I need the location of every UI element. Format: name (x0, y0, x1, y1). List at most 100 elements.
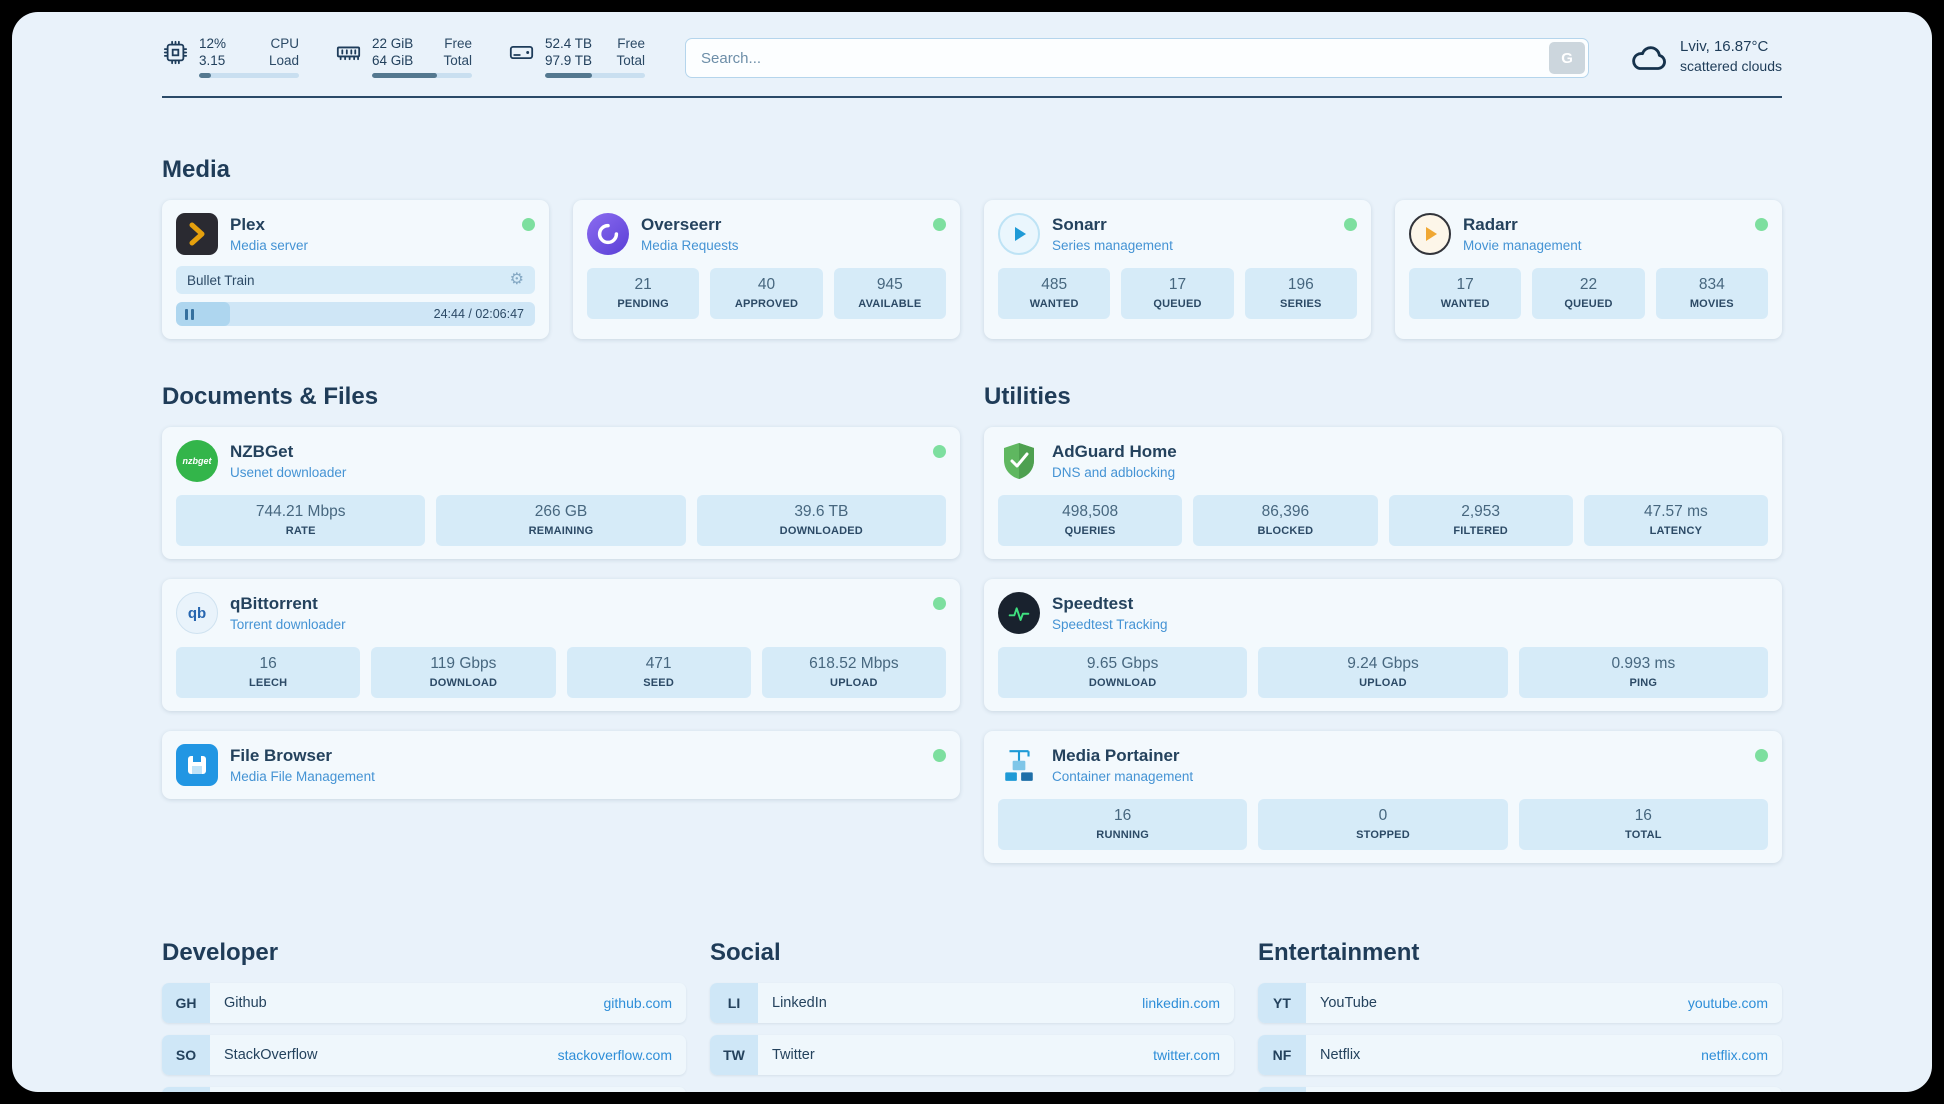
bookmark-group-title: Entertainment (1258, 939, 1420, 966)
bookmark-url: netflix.com (1701, 1047, 1768, 1063)
service-name: Speedtest (1052, 594, 1134, 613)
bookmark-url: twitter.com (1153, 1047, 1220, 1063)
service-description: Container management (1052, 769, 1194, 784)
service-card-portainer: Media Portainer Container management 16 … (984, 731, 1782, 863)
stat-box: 16 LEECH (176, 647, 361, 698)
stat-value: 834 (1698, 276, 1725, 293)
stat-value: 266 GB (534, 503, 588, 520)
disk-label-2: Total (616, 53, 645, 68)
bookmark-url: youtube.com (1687, 995, 1768, 1011)
service-link-adguard[interactable]: AdGuard Home DNS and adblocking (998, 440, 1768, 482)
memory-total-value: 64 GiB (372, 53, 414, 68)
stat-box: 119 Gbps DOWNLOAD (371, 647, 556, 698)
search-engine-button[interactable]: G (1549, 42, 1586, 74)
service-link-sonarr[interactable]: Sonarr Series management (998, 213, 1357, 255)
weather-widget: Lviv, 16.87°C scattered clouds (1629, 38, 1782, 74)
service-link-filebrowser[interactable]: File Browser Media File Management (176, 744, 946, 786)
disk-free-value: 52.4 TB (545, 36, 593, 51)
stat-box: 16 RUNNING (998, 799, 1248, 850)
stat-label: QUEUED (1564, 298, 1613, 310)
stat-value: 16 (1634, 807, 1652, 824)
bookmark-abbr: YT (1258, 983, 1306, 1023)
status-dot (933, 445, 946, 458)
bookmark-github[interactable]: GH Github github.com (162, 983, 686, 1023)
service-link-plex[interactable]: Plex Media server (176, 213, 535, 255)
resource-widgets: 12% 3.15 CPU Load (162, 36, 645, 78)
bookmark-linkedin[interactable]: LI LinkedIn linkedin.com (710, 983, 1234, 1023)
stat-value: 485 (1041, 276, 1068, 293)
service-description: Media File Management (230, 769, 375, 784)
service-card-overseerr: Overseerr Media Requests 21 PENDING 40 A… (573, 200, 960, 339)
service-description: Series management (1052, 238, 1173, 253)
stat-label: REMAINING (528, 525, 594, 537)
service-description: Media Requests (641, 238, 739, 253)
stat-value: 945 (876, 276, 903, 293)
stat-label: DOWNLOADED (779, 525, 863, 537)
stat-value: 39.6 TB (794, 503, 849, 520)
bookmark-twitter[interactable]: TW Twitter twitter.com (710, 1035, 1234, 1075)
service-description: Movie management (1463, 238, 1582, 253)
stat-value: 17 (1168, 276, 1187, 293)
service-link-portainer[interactable]: Media Portainer Container management (998, 744, 1768, 786)
radarr-icon (1409, 213, 1451, 255)
service-description: Media server (230, 238, 309, 253)
section-title-documents: Documents & Files (162, 383, 379, 410)
service-description: Usenet downloader (230, 465, 347, 480)
stat-box: 21 PENDING (587, 268, 700, 319)
cpu-usage-value: 12% (199, 36, 227, 51)
memory-label-1: Free (444, 36, 472, 51)
status-dot (933, 218, 946, 231)
section-title-utilities: Utilities (984, 383, 1071, 410)
bookmark-abbr: GH (162, 983, 210, 1023)
service-link-speedtest[interactable]: Speedtest Speedtest Tracking (998, 592, 1768, 634)
service-description: DNS and adblocking (1052, 465, 1176, 480)
service-link-radarr[interactable]: Radarr Movie management (1409, 213, 1768, 255)
section-title-media: Media (162, 156, 231, 183)
section-media: Media Plex Media server Bullet Train ⚙ (162, 156, 1782, 339)
section-documents: Documents & Files nzbget NZBGet Usenet d… (162, 383, 960, 883)
stat-label: UPLOAD (1359, 677, 1407, 689)
bookmark-abbr: TW (710, 1035, 758, 1075)
stat-box: 471 SEED (566, 647, 751, 698)
cpu-progress-fill (199, 73, 211, 78)
stat-value: 21 (634, 276, 652, 293)
stat-box: 9.24 Gbps UPLOAD (1258, 647, 1508, 698)
bookmark-youtube[interactable]: YT YouTube youtube.com (1258, 983, 1782, 1023)
status-dot (522, 218, 535, 231)
stat-value: 17 (1456, 276, 1474, 293)
nzbget-icon: nzbget (176, 440, 218, 482)
stat-value: 196 (1287, 276, 1314, 293)
cpu-chip-icon (163, 40, 188, 65)
bookmark-name: Netflix (1320, 1047, 1361, 1063)
service-card-sonarr: Sonarr Series management 485 WANTED 17 Q… (984, 200, 1371, 339)
pause-button[interactable] (185, 302, 194, 326)
stat-value: 16 (259, 655, 277, 672)
bookmark-stackoverflow[interactable]: SO StackOverflow stackoverflow.com (162, 1035, 686, 1075)
service-name: Media Portainer (1052, 746, 1180, 765)
service-name: Sonarr (1052, 215, 1107, 234)
bookmark-reddit[interactable]: RE Reddit reddit.com (1258, 1087, 1782, 1092)
bookmark-group-social: Social LI LinkedIn linkedin.com TW Twitt… (710, 939, 1234, 1092)
playback-time: 24:44 / 02:06:47 (433, 307, 524, 321)
stat-value: 22 (1579, 276, 1598, 293)
service-card-qbittorrent: qb qBittorrent Torrent downloader 16 LEE… (162, 579, 960, 711)
bookmark-dev[interactable]: DT DEV dev.to (162, 1087, 686, 1092)
qbittorrent-badge-text: qb (187, 604, 207, 622)
stat-label: MOVIES (1689, 298, 1734, 310)
service-name: File Browser (230, 746, 333, 765)
stat-value: 86,396 (1261, 503, 1310, 520)
bookmark-netflix[interactable]: NF Netflix netflix.com (1258, 1035, 1782, 1075)
service-name: NZBGet (230, 442, 294, 461)
bookmark-name: Twitter (772, 1047, 815, 1063)
bookmark-abbr: SO (162, 1035, 210, 1075)
service-link-qbittorrent[interactable]: qb qBittorrent Torrent downloader (176, 592, 946, 634)
service-link-nzbget[interactable]: nzbget NZBGet Usenet downloader (176, 440, 946, 482)
service-link-overseerr[interactable]: Overseerr Media Requests (587, 213, 946, 255)
playback-progress-fill (176, 302, 230, 326)
search-input[interactable] (685, 38, 1590, 78)
gear-icon[interactable]: ⚙ (509, 271, 524, 288)
stat-box: 2,953 FILTERED (1388, 495, 1573, 546)
service-description: Torrent downloader (230, 617, 346, 632)
playback-progress-bar[interactable]: 24:44 / 02:06:47 (176, 302, 535, 326)
dashboard-page: 12% 3.15 CPU Load (12, 12, 1932, 1092)
